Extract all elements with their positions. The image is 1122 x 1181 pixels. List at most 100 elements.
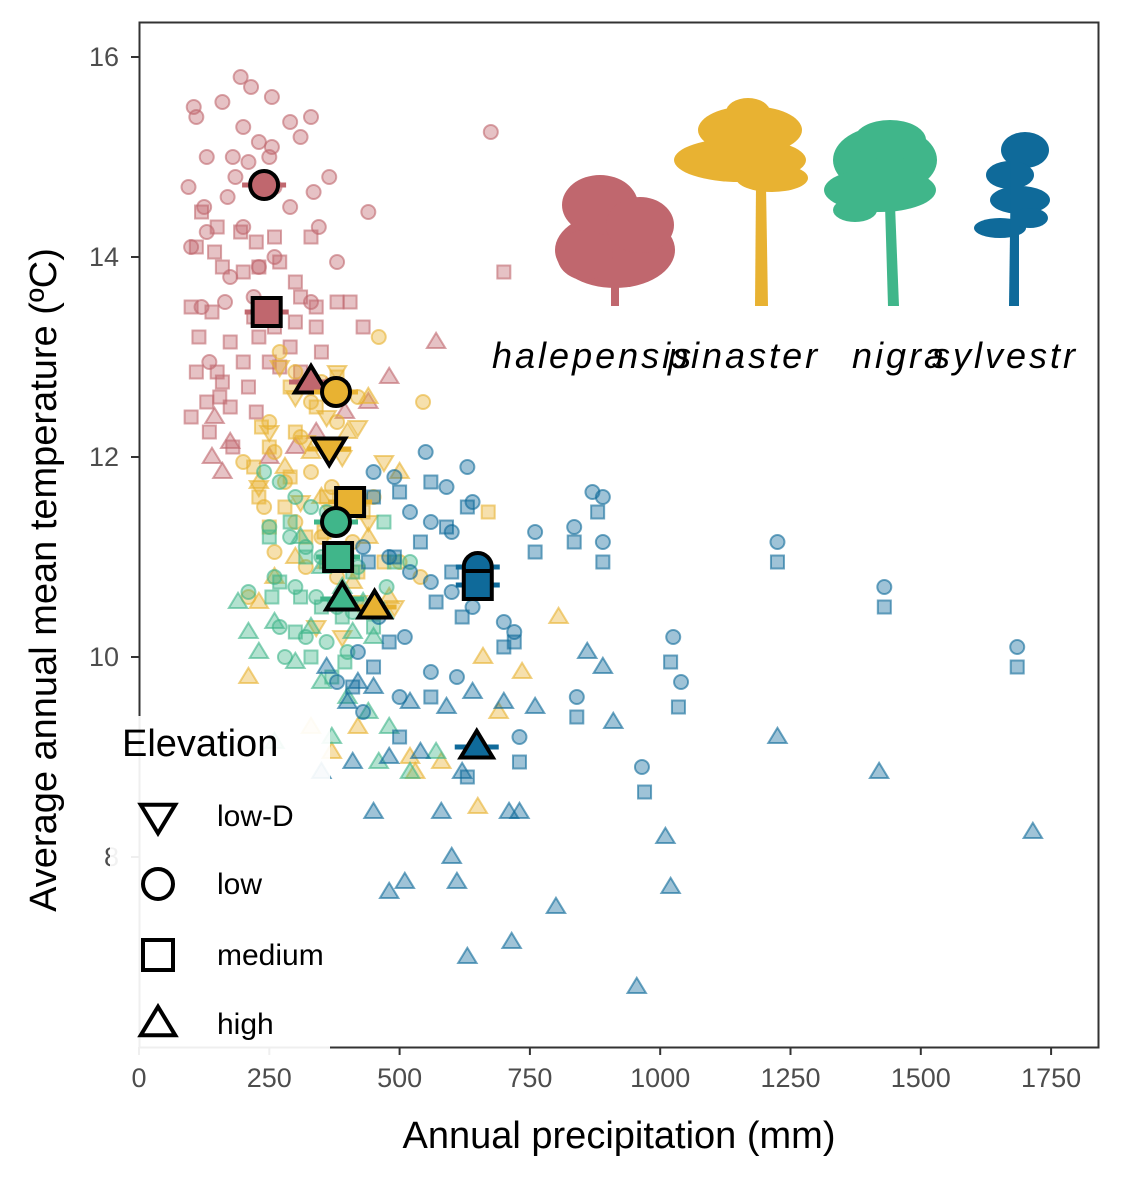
data-point: [663, 654, 679, 670]
species-label-halepensis: halepensis: [492, 335, 694, 376]
data-point: [378, 365, 401, 384]
data-point: [430, 750, 453, 769]
legend-title: Elevation: [122, 723, 278, 765]
data-point: [247, 480, 270, 499]
data-point: [266, 444, 283, 460]
data-point: [240, 584, 257, 600]
data-point: [329, 254, 346, 270]
data-point: [341, 750, 364, 769]
data-point: [399, 690, 421, 709]
data-point: [315, 410, 338, 429]
data-point: [305, 620, 328, 639]
data-point: [659, 875, 682, 894]
data-point: [211, 460, 234, 479]
data-point: [367, 750, 390, 769]
data-point: [492, 690, 515, 709]
data-point: [240, 379, 256, 395]
mean-marker: [320, 376, 353, 408]
data-point: [428, 594, 444, 610]
mean-marker: [322, 541, 355, 573]
x-tick-label: 1500: [891, 1063, 951, 1093]
data-point: [459, 499, 475, 515]
data-point: [329, 294, 345, 310]
data-point: [381, 634, 397, 650]
data-point: [191, 329, 207, 345]
data-point: [876, 579, 893, 595]
data-point: [342, 294, 358, 310]
x-tick-label: 1250: [760, 1063, 820, 1093]
data-point: [315, 655, 338, 674]
data-point: [673, 674, 690, 690]
data-point: [430, 800, 453, 819]
data-point: [310, 670, 333, 689]
data-point: [349, 644, 366, 660]
data-point: [261, 149, 278, 165]
data-point: [201, 424, 217, 440]
data-point: [362, 800, 385, 819]
data-point: [272, 254, 288, 270]
data-point: [355, 704, 372, 720]
legend-key-square: [141, 938, 175, 972]
data-point: [346, 715, 369, 734]
data-point: [412, 534, 428, 550]
data-point: [336, 690, 359, 709]
data-point: [472, 645, 494, 664]
x-tick-label: 750: [507, 1063, 552, 1093]
data-point: [303, 229, 319, 245]
data-point: [293, 289, 309, 305]
data-point: [248, 234, 264, 250]
data-point: [302, 499, 319, 515]
data-point: [287, 489, 304, 505]
species-label-pinaster: pinaster: [667, 335, 820, 376]
legend-entry: low-D: [137, 800, 294, 838]
data-point: [357, 515, 380, 534]
y-axis-title: Average annual mean temperature (ºC): [23, 248, 65, 912]
data-point: [392, 484, 408, 500]
data-point: [566, 519, 583, 535]
mean-marker: [457, 727, 497, 760]
data-point: [248, 404, 264, 420]
data-point: [250, 134, 267, 150]
data-point: [355, 539, 372, 555]
y-tick-label: 14: [89, 242, 119, 272]
data-point: [346, 670, 369, 689]
data-point: [310, 485, 333, 504]
means-nigra: [314, 506, 365, 612]
data-point: [355, 319, 371, 335]
data-point: [233, 224, 249, 240]
data-point: [527, 524, 544, 540]
data-point: [417, 444, 434, 460]
data-point: [448, 669, 465, 685]
means-sylvestr: [454, 551, 500, 760]
data-point: [341, 620, 364, 639]
legend-key-triangle-down: [137, 802, 179, 838]
data-point: [769, 534, 786, 550]
data-point: [256, 464, 273, 480]
legend-label: low-D: [217, 800, 294, 833]
data-point: [423, 689, 439, 705]
legend-label: medium: [217, 939, 324, 972]
data-point: [240, 154, 257, 170]
data-point: [524, 695, 547, 714]
data-point: [454, 609, 470, 625]
data-point: [422, 514, 439, 530]
data-point: [625, 975, 648, 994]
data-point: [235, 354, 251, 370]
data-point: [444, 564, 460, 580]
data-point: [268, 360, 291, 379]
species-labels: halepensis pinaster nigra sylvestr: [492, 335, 1075, 376]
data-point: [425, 740, 448, 759]
data-point: [287, 314, 303, 330]
data-point: [308, 299, 324, 315]
data-point: [326, 365, 349, 384]
data-point: [277, 499, 293, 515]
data-point: [670, 699, 686, 715]
x-axis-title: Annual precipitation (mm): [403, 1115, 836, 1157]
data-point: [576, 640, 599, 659]
data-point: [266, 569, 283, 585]
mean-marker: [248, 169, 281, 201]
data-point: [1021, 820, 1044, 839]
data-point: [337, 654, 353, 670]
data-point: [308, 319, 324, 335]
data-point: [438, 479, 455, 495]
